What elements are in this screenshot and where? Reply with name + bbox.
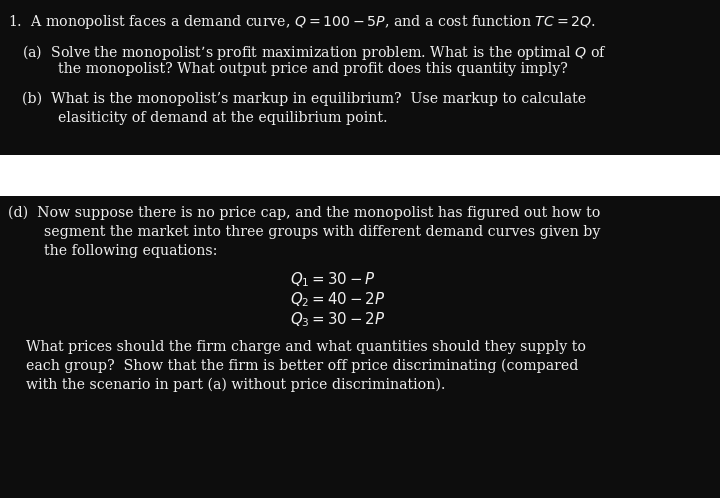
Text: $Q_3 = 30 - 2P$: $Q_3 = 30 - 2P$: [290, 310, 385, 329]
Text: each group?  Show that the firm is better off price discriminating (compared: each group? Show that the firm is better…: [8, 359, 578, 374]
Text: with the scenario in part (a) without price discrimination).: with the scenario in part (a) without pr…: [8, 378, 446, 392]
FancyBboxPatch shape: [0, 196, 720, 498]
Text: (a)  Solve the monopolist’s profit maximization problem. What is the optimal $Q$: (a) Solve the monopolist’s profit maximi…: [22, 43, 607, 62]
Text: the following equations:: the following equations:: [8, 244, 217, 258]
Text: $Q_2 = 40 - 2P$: $Q_2 = 40 - 2P$: [290, 290, 385, 309]
Text: the monopolist? What output price and profit does this quantity imply?: the monopolist? What output price and pr…: [22, 62, 568, 76]
Text: 1.  A monopolist faces a demand curve, $Q = 100 - 5P$, and a cost function $TC =: 1. A monopolist faces a demand curve, $Q…: [8, 13, 596, 31]
Text: (b)  What is the monopolist’s markup in equilibrium?  Use markup to calculate: (b) What is the monopolist’s markup in e…: [22, 92, 586, 107]
FancyBboxPatch shape: [0, 0, 720, 155]
Text: elasiticity of demand at the equilibrium point.: elasiticity of demand at the equilibrium…: [22, 111, 387, 125]
Text: $Q_1 = 30 - P$: $Q_1 = 30 - P$: [290, 270, 376, 289]
Text: (d)  Now suppose there is no price cap, and the monopolist has figured out how t: (d) Now suppose there is no price cap, a…: [8, 206, 600, 221]
Text: What prices should the firm charge and what quantities should they supply to: What prices should the firm charge and w…: [8, 340, 586, 354]
Text: segment the market into three groups with different demand curves given by: segment the market into three groups wit…: [8, 225, 600, 239]
